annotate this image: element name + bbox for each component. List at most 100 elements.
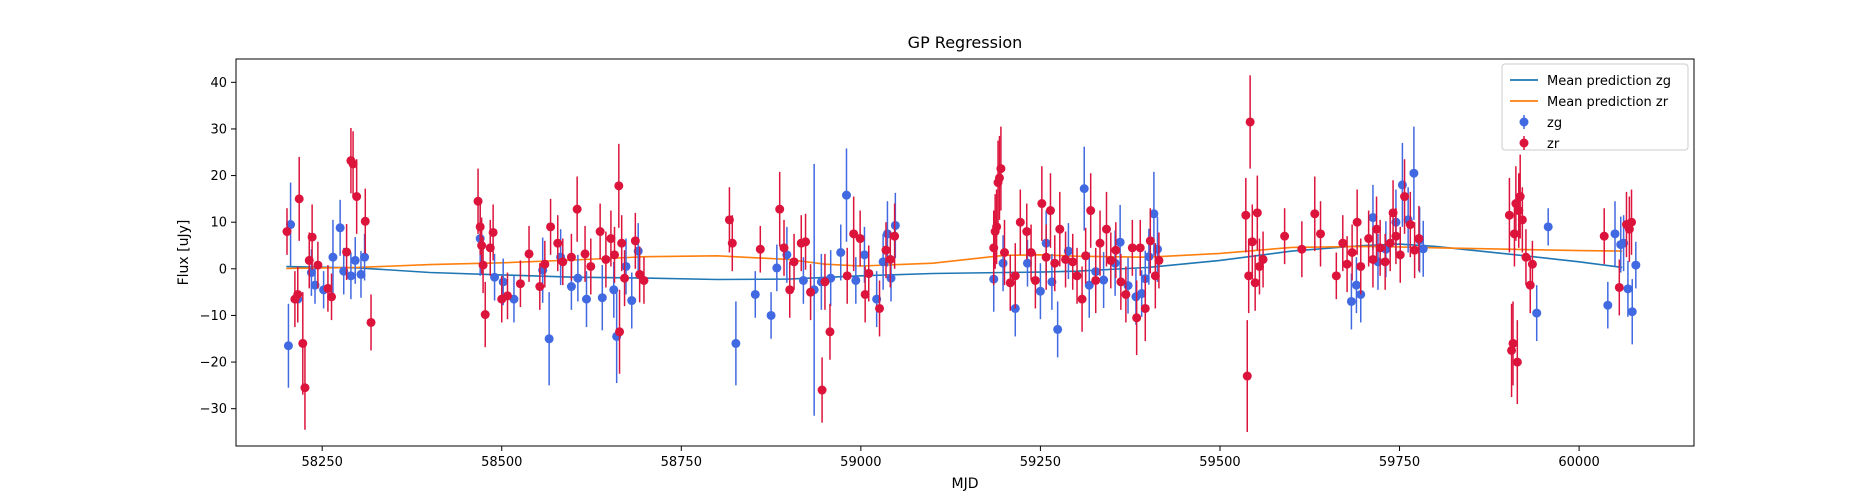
point-zr [1405, 220, 1415, 230]
point-zg [841, 190, 851, 200]
y-tick-label: 10 [210, 216, 227, 231]
point-zr [515, 279, 525, 289]
point-zg [766, 310, 776, 320]
y-tick-label: 0 [219, 262, 227, 277]
point-zr [1145, 236, 1155, 246]
legend-label: Mean prediction zr [1547, 95, 1669, 110]
point-zr [298, 338, 308, 348]
point-zr [1106, 255, 1116, 265]
point-zr [1521, 252, 1531, 262]
point-zr [1150, 271, 1160, 281]
point-zg [1115, 237, 1125, 247]
point-zg [346, 271, 356, 281]
point-zr [881, 245, 891, 255]
point-zg [1418, 244, 1428, 254]
point-zr [348, 159, 358, 169]
point-zg [836, 248, 846, 257]
point-zr [1395, 250, 1405, 260]
point-zg [573, 273, 583, 283]
point-zg [798, 275, 808, 285]
point-zr [1508, 338, 1518, 348]
point-zg [335, 223, 345, 233]
point-zr [1111, 245, 1121, 255]
point-zr [1068, 257, 1078, 267]
point-zr [1030, 275, 1040, 285]
point-zr [606, 234, 616, 244]
point-zr [1400, 192, 1410, 202]
legend-label: zr [1547, 137, 1560, 152]
point-zg [286, 220, 296, 230]
point-zr [1086, 206, 1096, 216]
point-zr [307, 232, 317, 242]
point-zg [1137, 289, 1147, 299]
point-zr [1140, 303, 1150, 313]
point-zr [313, 260, 323, 270]
point-zr [1517, 215, 1527, 225]
y-tick-label: −30 [200, 402, 227, 417]
point-zg [627, 296, 637, 306]
point-zg [621, 261, 631, 271]
point-zr [366, 317, 376, 327]
point-zr [775, 204, 785, 214]
point-zr [1010, 271, 1020, 281]
point-zr [480, 310, 490, 320]
point-zg [1144, 252, 1154, 262]
legend-swatch [1519, 117, 1529, 127]
point-zr [1356, 261, 1366, 271]
point-zr [1297, 244, 1307, 254]
point-zr [478, 260, 488, 270]
point-zg [350, 255, 360, 265]
point-zr [1116, 277, 1126, 287]
point-zr [1121, 289, 1131, 299]
y-tick-label: 20 [210, 169, 227, 184]
point-zr [789, 257, 799, 267]
point-zr [477, 241, 487, 251]
point-zg [851, 275, 861, 285]
legend-box [1501, 63, 1689, 151]
point-zr [502, 291, 512, 301]
point-zr [1599, 231, 1609, 241]
point-zr [617, 238, 627, 248]
point-zr [282, 227, 292, 237]
point-zg [283, 341, 293, 351]
point-zr [1310, 209, 1320, 219]
point-zr [1061, 254, 1071, 264]
point-zr [1154, 255, 1164, 265]
point-zg [859, 250, 869, 260]
point-zr [1254, 261, 1264, 271]
point-zg [1610, 229, 1620, 239]
point-zr [1005, 278, 1015, 288]
point-zr [1135, 243, 1145, 253]
point-zr [615, 327, 625, 337]
point-zr [1512, 357, 1522, 367]
legend-label: Mean prediction zg [1547, 74, 1671, 89]
point-zr [855, 234, 865, 244]
point-zr [580, 249, 590, 259]
point-zg [1053, 324, 1063, 334]
point-zg [1532, 308, 1542, 318]
point-zr [1041, 252, 1051, 262]
point-zr [1515, 192, 1525, 202]
point-zr [996, 164, 1006, 174]
legend: Mean prediction zg Mean prediction zr zg zr [1501, 63, 1689, 152]
point-zr [1000, 248, 1010, 257]
point-zr [488, 227, 498, 237]
point-zr [1316, 229, 1326, 239]
point-zr [1410, 245, 1420, 255]
point-zr [524, 249, 534, 259]
point-zr [1077, 294, 1087, 304]
point-zr [1132, 313, 1142, 323]
point-zg [1084, 280, 1094, 290]
point-zg [1149, 209, 1159, 219]
point-zr [992, 222, 1002, 232]
point-zr [360, 216, 370, 226]
point-zr [1338, 238, 1348, 248]
point-zr [553, 238, 563, 248]
point-zr [1037, 199, 1047, 209]
point-zr [1614, 282, 1624, 292]
x-tick-label: 59750 [1379, 455, 1420, 470]
point-zr [860, 289, 870, 299]
point-zr [1258, 254, 1268, 264]
